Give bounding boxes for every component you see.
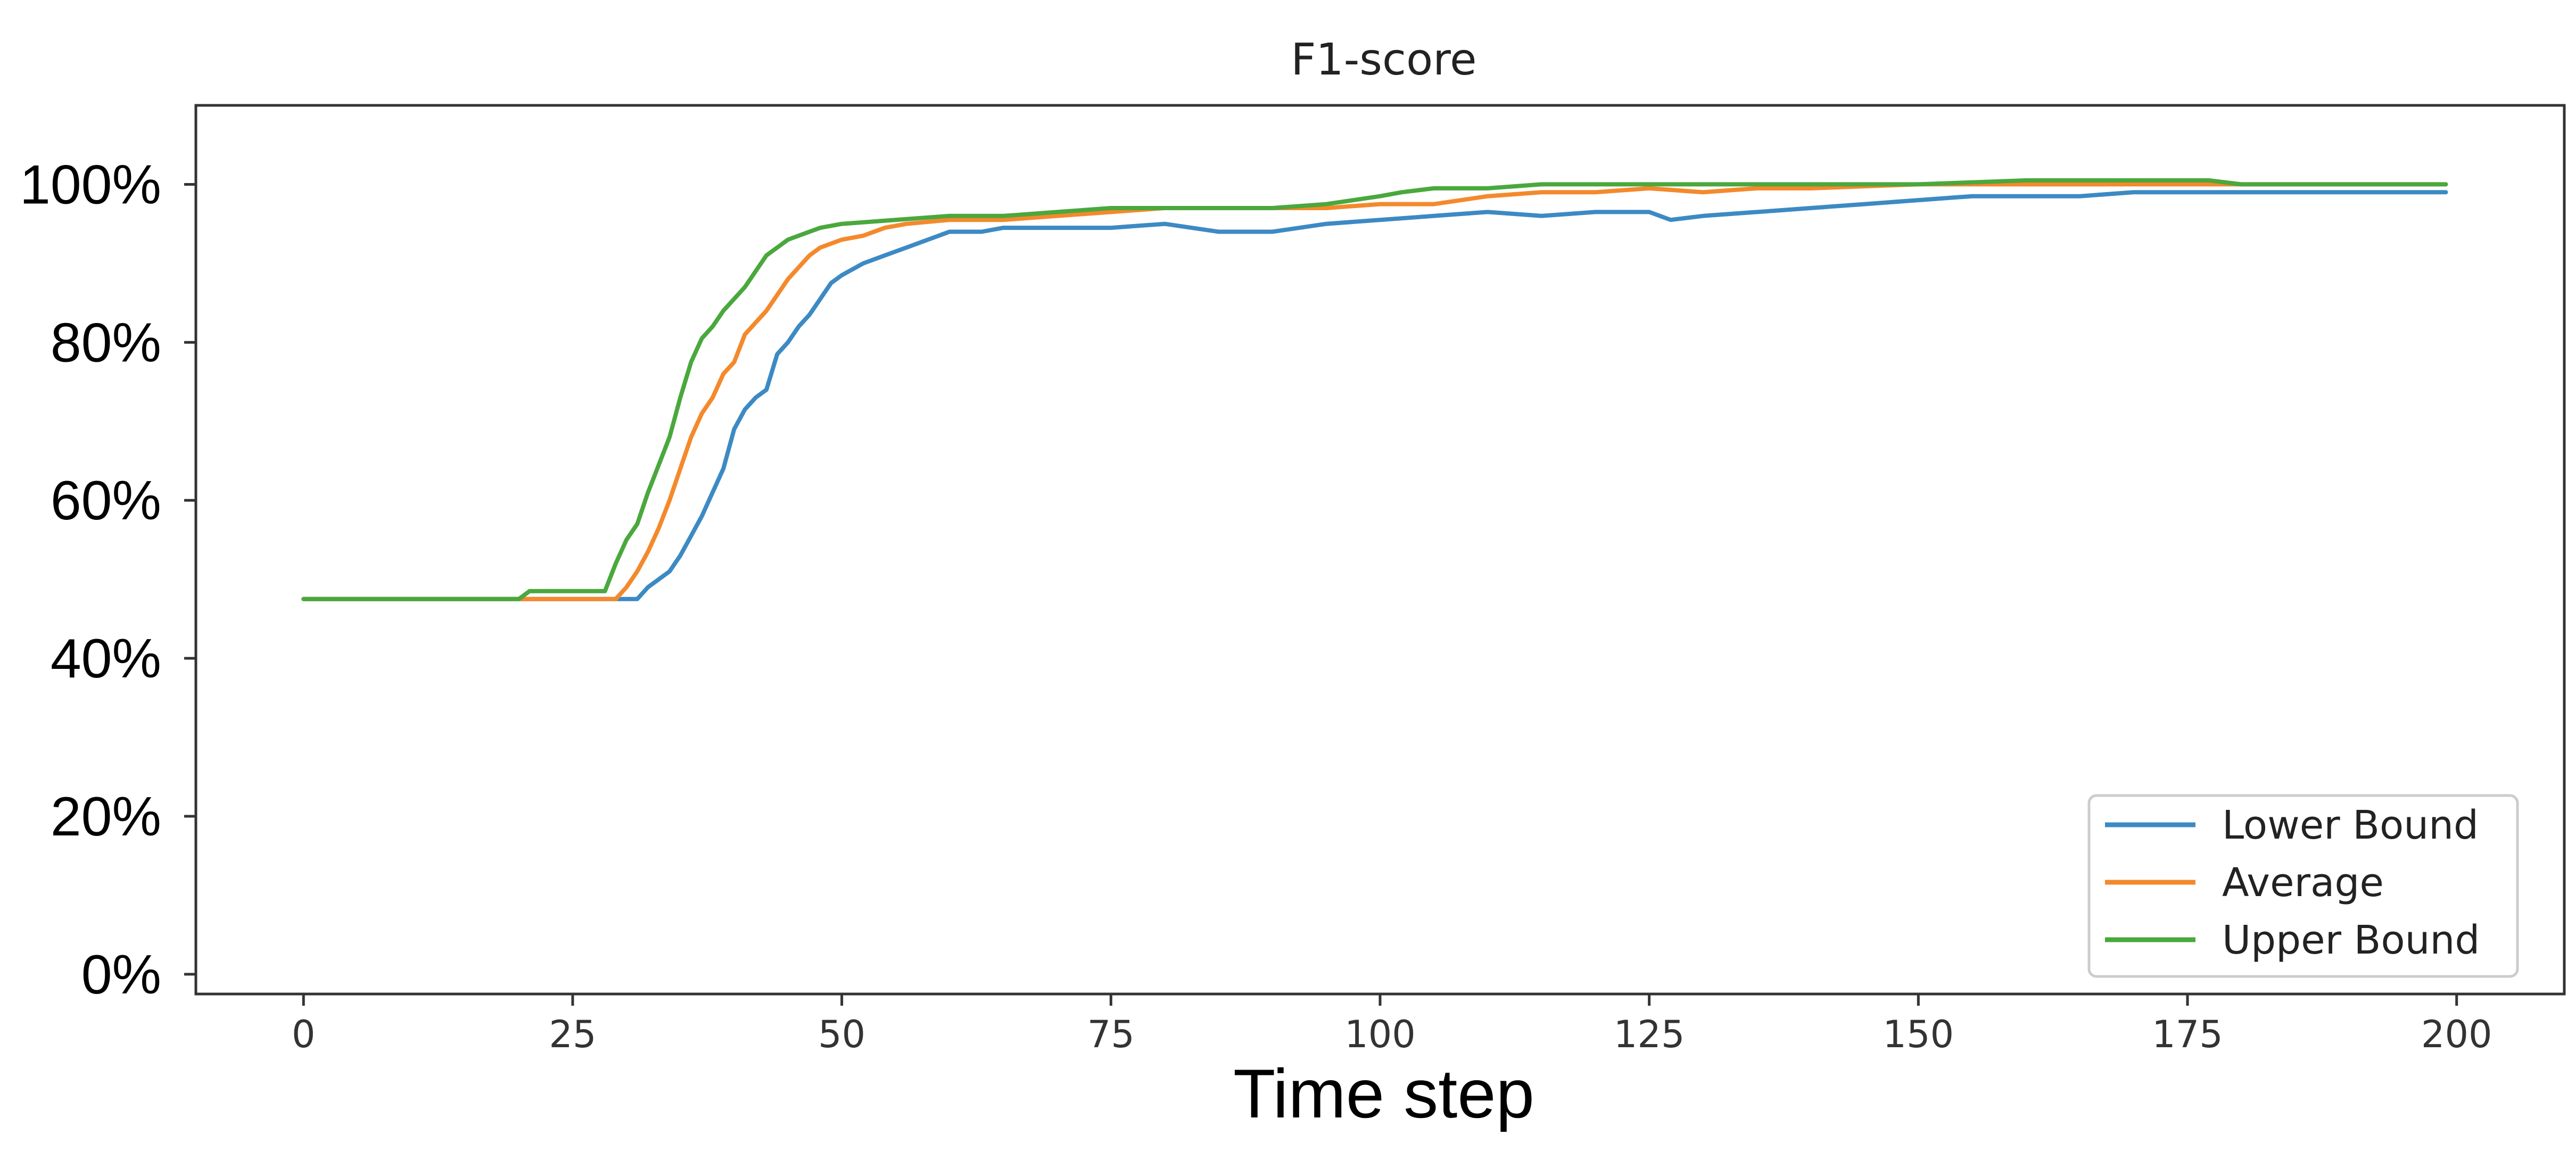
x-tick-label: 150 bbox=[1883, 1013, 1954, 1056]
series-line-average bbox=[301, 182, 2448, 601]
legend-box bbox=[2087, 794, 2519, 978]
y-tick-label: 100% bbox=[20, 154, 161, 216]
x-tick-label: 50 bbox=[818, 1013, 865, 1056]
x-tick-label: 200 bbox=[2421, 1013, 2492, 1056]
x-tick-label: 175 bbox=[2152, 1013, 2223, 1056]
x-axis: 0 25 50 75 100 125 150 175 200 bbox=[292, 994, 2492, 1056]
x-tick-label: 0 bbox=[292, 1013, 316, 1056]
y-axis: 0% 20% 40% 60% 80% 100% bbox=[20, 154, 196, 1006]
legend-label-lower-bound: Lower Bound bbox=[2222, 802, 2479, 848]
x-tick-label: 25 bbox=[549, 1013, 596, 1056]
legend-label-average: Average bbox=[2222, 860, 2384, 906]
chart-title: F1-score bbox=[1291, 35, 1476, 85]
x-tick-label: 75 bbox=[1087, 1013, 1135, 1056]
legend: Lower Bound Average Upper Bound bbox=[2087, 794, 2519, 978]
y-tick-label: 40% bbox=[51, 628, 161, 690]
x-axis-label: Time step bbox=[1233, 1055, 1534, 1132]
y-tick-label: 20% bbox=[51, 786, 161, 848]
series-layer bbox=[301, 178, 2448, 601]
series-line-upper-bound bbox=[301, 178, 2448, 601]
legend-label-upper-bound: Upper Bound bbox=[2222, 917, 2480, 963]
x-tick-label: 100 bbox=[1344, 1013, 1416, 1056]
y-tick-label: 0% bbox=[81, 944, 161, 1006]
y-tick-label: 60% bbox=[51, 470, 161, 532]
y-tick-label: 80% bbox=[51, 312, 161, 374]
series-line-lower-bound bbox=[301, 190, 2448, 601]
x-tick-label: 125 bbox=[1614, 1013, 1685, 1056]
